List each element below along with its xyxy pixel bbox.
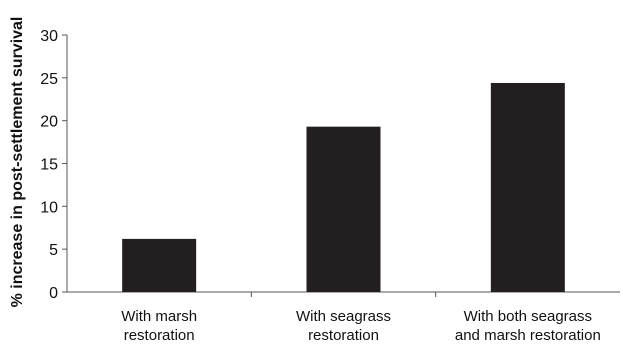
y-tick-label: 25: [40, 71, 58, 88]
y-axis-ticks: 0 5 10 15 20 25 30: [40, 28, 67, 302]
x-category-label: With seagrass restoration: [296, 308, 391, 344]
x-category-label: With both seagrass and marsh restoration: [455, 308, 601, 344]
y-tick-label: 5: [49, 242, 58, 259]
bar: [122, 238, 197, 292]
x-axis-category-labels: With marsh restoration With seagrass restor…: [121, 308, 601, 344]
y-axis-title: % increase in post-settlement survival: [9, 17, 26, 308]
x-category-label: With marsh restoration: [121, 308, 197, 344]
y-tick-label: 20: [40, 114, 58, 131]
y-tick-label: 0: [49, 285, 58, 302]
y-tick-label: 10: [40, 199, 58, 216]
bar: [306, 126, 381, 292]
bars: [122, 82, 565, 293]
y-tick-label: 15: [40, 157, 58, 174]
bar: [490, 82, 565, 293]
y-tick-label: 30: [40, 28, 58, 45]
